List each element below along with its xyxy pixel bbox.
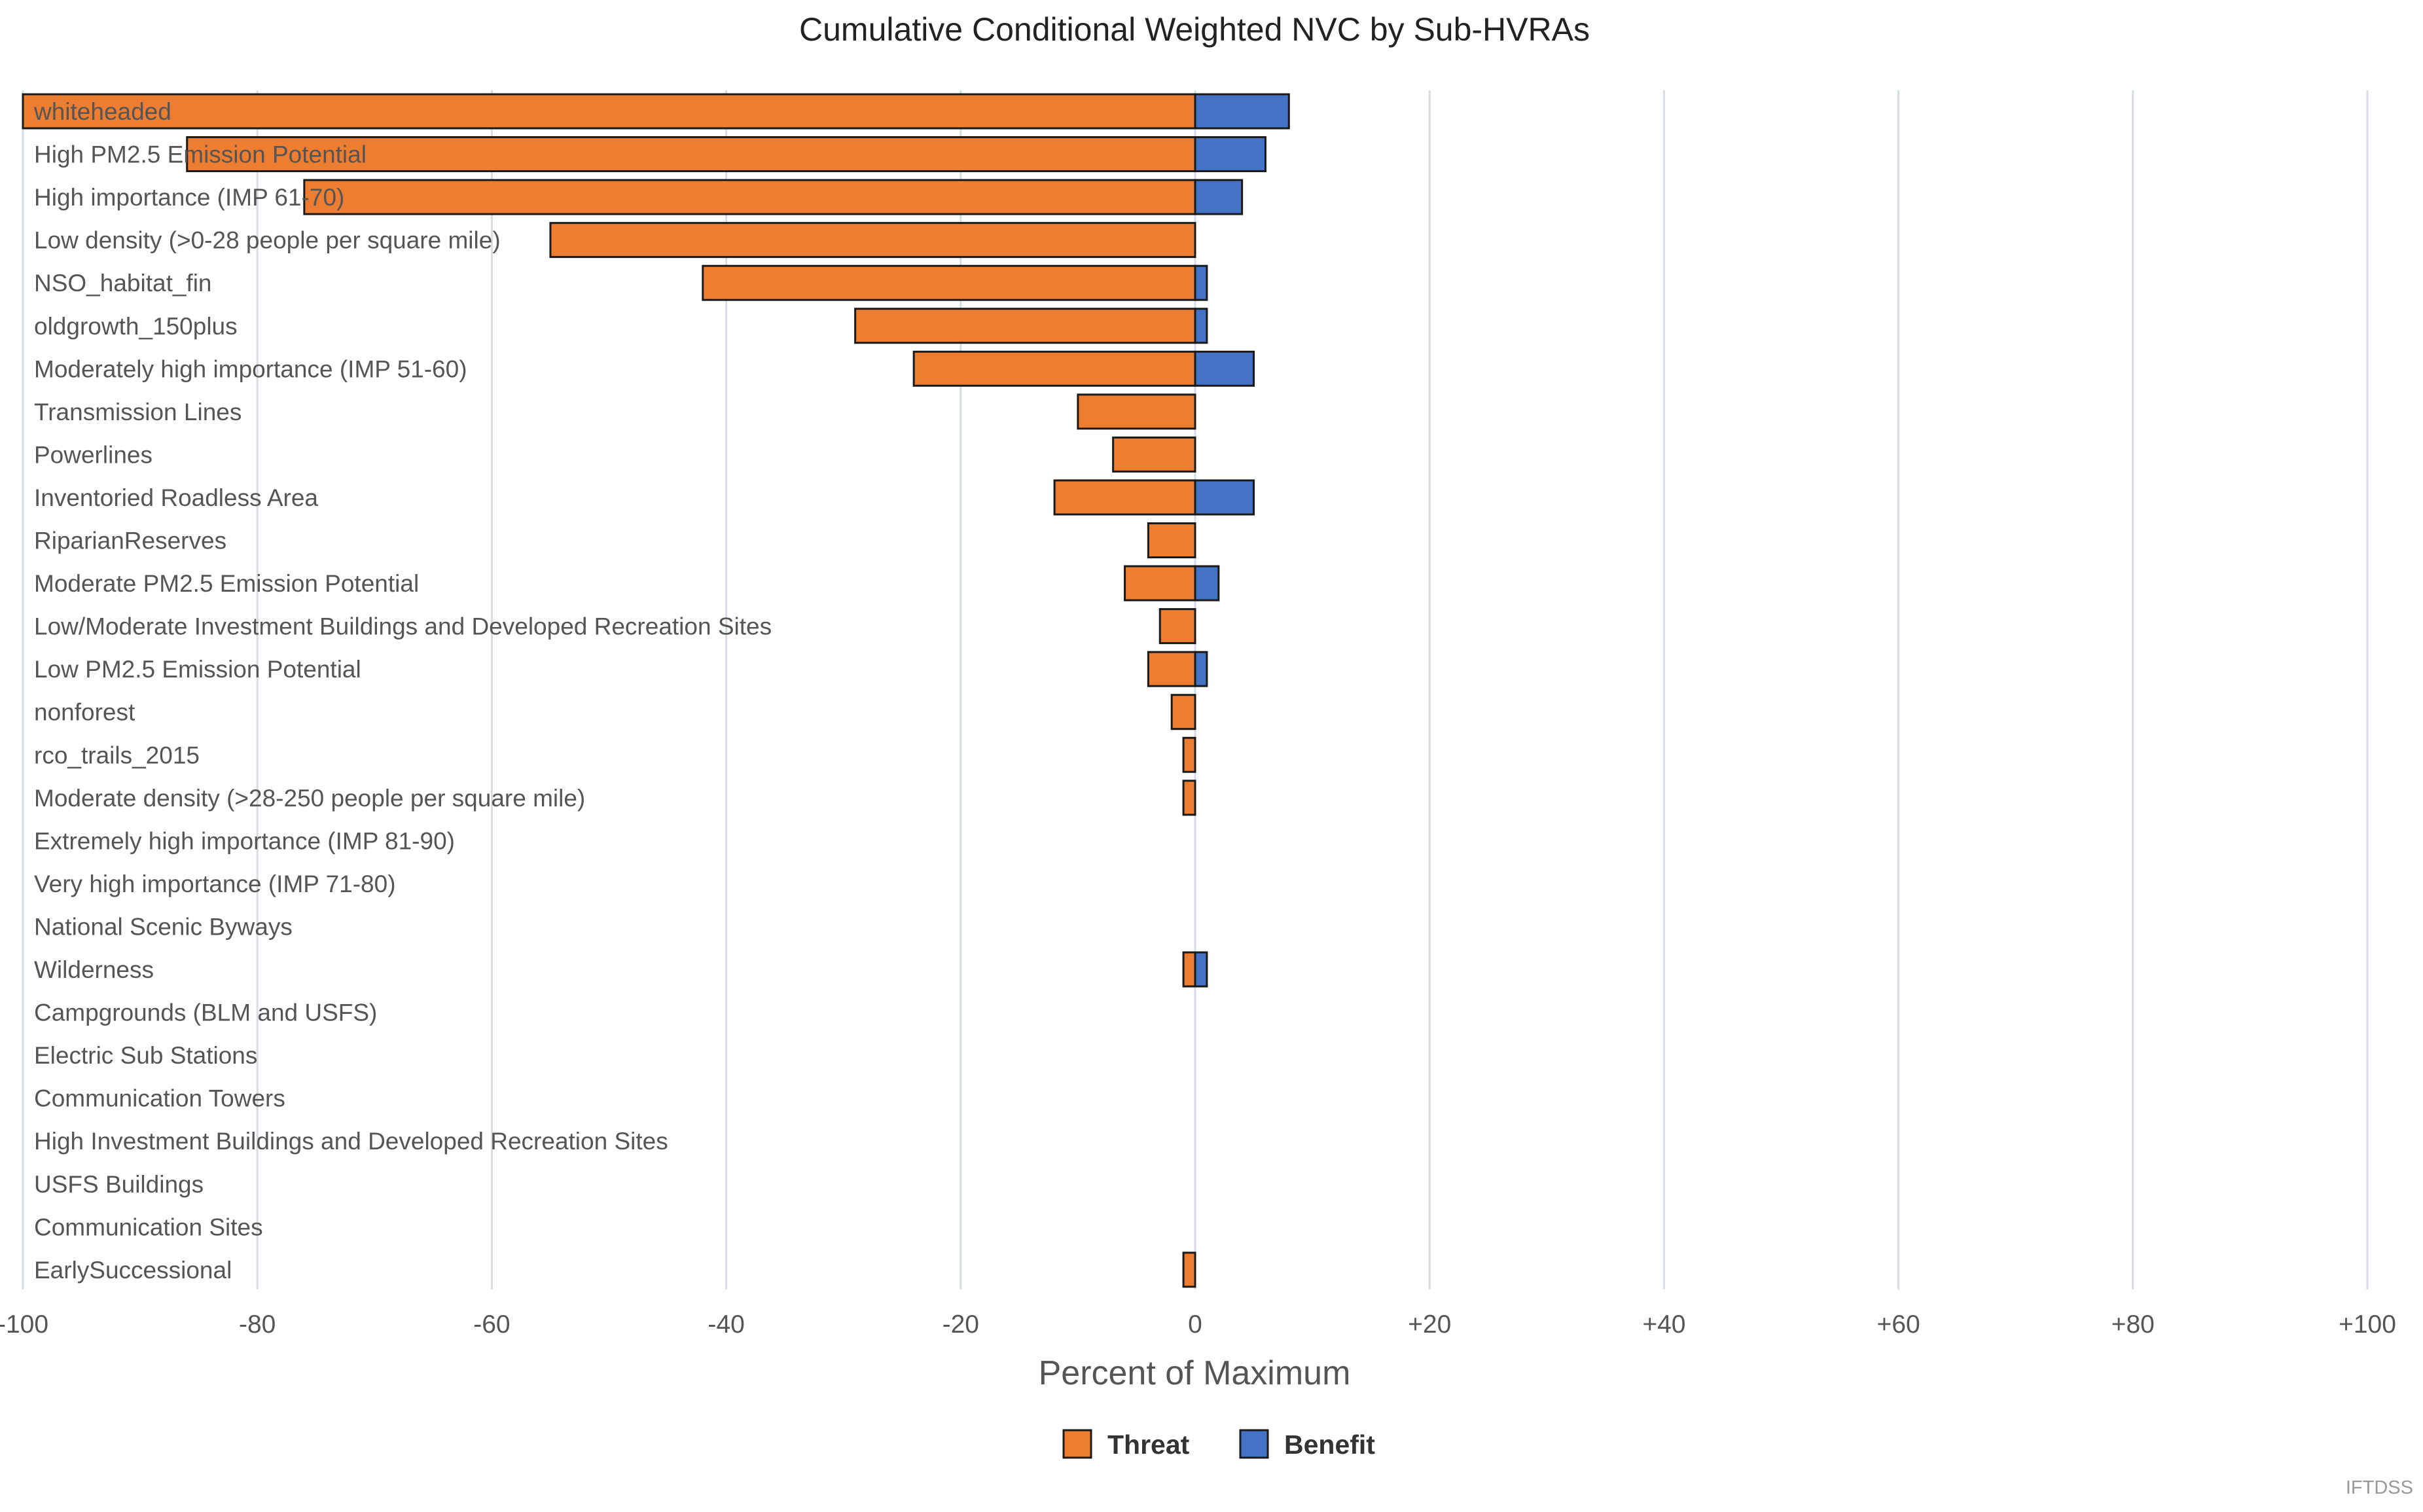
category-label-high-importance-imp-61-70: High importance (IMP 61-70) xyxy=(34,184,344,211)
category-label-communication-towers: Communication Towers xyxy=(34,1085,285,1112)
category-label-extremely-high-importance-imp-81-90: Extremely high importance (IMP 81-90) xyxy=(34,827,455,854)
category-label-moderate-density-28-250-people-per-square-mile: Moderate density (>28-250 people per squ… xyxy=(34,785,585,812)
category-label-moderately-high-importance-imp-51-60: Moderately high importance (IMP 51-60) xyxy=(34,355,467,382)
category-label-usfs-buildings: USFS Buildings xyxy=(34,1171,204,1198)
bar-threat-rco-trails-2015[interactable] xyxy=(1182,736,1196,773)
category-label-transmission-lines: Transmission Lines xyxy=(34,399,242,425)
x-tick-label: +60 xyxy=(1877,1310,1920,1339)
x-tick-label: +80 xyxy=(2111,1310,2155,1339)
bar-threat-oldgrowth-150plus[interactable] xyxy=(854,308,1196,344)
x-tick-label: -60 xyxy=(473,1310,510,1339)
legend-swatch-benefit xyxy=(1239,1429,1269,1459)
bar-benefit-whiteheaded[interactable] xyxy=(1194,93,1290,130)
category-label-electric-sub-stations: Electric Sub Stations xyxy=(34,1042,257,1069)
bar-benefit-high-importance-imp-61-70[interactable] xyxy=(1194,179,1244,215)
bar-threat-moderate-pm2-5-emission-potential[interactable] xyxy=(1124,565,1196,602)
bars xyxy=(22,93,1290,1288)
bar-threat-low-moderate-investment-buildings-and-developed-recreation-sites[interactable] xyxy=(1158,608,1196,645)
bar-benefit-wilderness[interactable] xyxy=(1194,951,1208,988)
bar-threat-moderately-high-importance-imp-51-60[interactable] xyxy=(912,350,1196,387)
x-tick-label: +20 xyxy=(1408,1310,1451,1339)
category-label-campgrounds-blm-and-usfs: Campgrounds (BLM and USFS) xyxy=(34,999,377,1026)
bar-threat-moderate-density-28-250-people-per-square-mile[interactable] xyxy=(1182,780,1196,816)
category-label-low-pm2-5-emission-potential: Low PM2.5 Emission Potential xyxy=(34,656,361,683)
category-label-earlysuccessional: EarlySuccessional xyxy=(34,1257,232,1284)
x-axis-ticks: -100 -80 -60 -40 -20 0 +20 +40 +60 +80 +100 xyxy=(0,1310,2396,1339)
legend-item-benefit[interactable]: Benefit xyxy=(1239,1429,1375,1460)
bar-benefit-high-pm2-5-emission-potential[interactable] xyxy=(1194,136,1266,173)
category-labels: whiteheaded High PM2.5 Emission Potential… xyxy=(33,98,772,1284)
category-label-high-investment-buildings-and-developed-recreation-sites: High Investment Buildings and Developed … xyxy=(34,1128,668,1155)
category-label-low-density-0-28-people-per-square-mile: Low density (>0-28 people per square mil… xyxy=(34,227,501,254)
category-label-wilderness: Wilderness xyxy=(34,956,154,983)
category-label-nonforest: nonforest xyxy=(34,699,135,726)
bar-threat-wilderness[interactable] xyxy=(1182,951,1196,988)
bar-threat-high-pm2-5-emission-potential[interactable] xyxy=(186,136,1196,173)
category-label-very-high-importance-imp-71-80: Very high importance (IMP 71-80) xyxy=(34,871,396,897)
legend-swatch-threat xyxy=(1062,1429,1092,1459)
bar-threat-whiteheaded[interactable] xyxy=(22,93,1196,130)
x-tick-label: -40 xyxy=(708,1310,744,1339)
bar-threat-nonforest[interactable] xyxy=(1170,694,1196,730)
category-label-rco-trails-2015: rco_trails_2015 xyxy=(34,742,200,768)
bar-threat-high-importance-imp-61-70[interactable] xyxy=(303,179,1196,215)
x-axis-title: Percent of Maximum xyxy=(1039,1354,1351,1392)
category-label-nso-habitat-fin: NSO_habitat_fin xyxy=(34,270,212,297)
category-label-moderate-pm2-5-emission-potential: Moderate PM2.5 Emission Potential xyxy=(34,570,419,597)
x-tick-label: +40 xyxy=(1642,1310,1685,1339)
x-tick-label: -80 xyxy=(239,1310,276,1339)
bar-threat-low-density-0-28-people-per-square-mile[interactable] xyxy=(549,222,1196,259)
bar-benefit-nso-habitat-fin[interactable] xyxy=(1194,264,1208,301)
bar-threat-earlysuccessional[interactable] xyxy=(1182,1251,1196,1288)
x-tick-label: -100 xyxy=(0,1310,48,1339)
x-tick-label: +100 xyxy=(2339,1310,2396,1339)
bar-threat-powerlines[interactable] xyxy=(1112,436,1196,473)
bar-threat-inventoried-roadless-area[interactable] xyxy=(1053,479,1196,516)
category-label-whiteheaded: whiteheaded xyxy=(33,98,171,125)
x-tick-label: -20 xyxy=(942,1310,979,1339)
bar-benefit-low-pm2-5-emission-potential[interactable] xyxy=(1194,651,1208,687)
bar-threat-riparianreserves[interactable] xyxy=(1147,522,1196,558)
credit-text: IFTDSS xyxy=(2346,1477,2413,1498)
category-label-riparianreserves: RiparianReserves xyxy=(34,528,226,554)
category-label-oldgrowth-150plus: oldgrowth_150plus xyxy=(34,313,238,340)
category-label-high-pm2-5-emission-potential: High PM2.5 Emission Potential xyxy=(34,141,367,168)
bar-threat-low-pm2-5-emission-potential[interactable] xyxy=(1147,651,1196,687)
legend[interactable]: Threat Benefit xyxy=(1062,1429,1375,1460)
category-label-powerlines: Powerlines xyxy=(34,441,153,468)
legend-item-threat[interactable]: Threat xyxy=(1062,1429,1190,1460)
bar-threat-transmission-lines[interactable] xyxy=(1077,393,1196,430)
bar-benefit-moderately-high-importance-imp-51-60[interactable] xyxy=(1194,350,1255,387)
bar-threat-nso-habitat-fin[interactable] xyxy=(702,264,1196,301)
x-tick-label: 0 xyxy=(1188,1310,1202,1339)
category-label-low-moderate-investment-buildings-and-developed-recreation-sites: Low/Moderate Investment Buildings and De… xyxy=(34,613,772,640)
category-label-national-scenic-byways: National Scenic Byways xyxy=(34,913,293,940)
chart-title: Cumulative Conditional Weighted NVC by S… xyxy=(799,11,1590,48)
bar-benefit-inventoried-roadless-area[interactable] xyxy=(1194,479,1255,516)
legend-label-benefit: Benefit xyxy=(1284,1430,1375,1460)
legend-label-threat: Threat xyxy=(1107,1430,1190,1460)
category-label-communication-sites: Communication Sites xyxy=(34,1214,263,1240)
bar-benefit-oldgrowth-150plus[interactable] xyxy=(1194,308,1208,344)
bar-benefit-moderate-pm2-5-emission-potential[interactable] xyxy=(1194,565,1220,602)
category-label-inventoried-roadless-area: Inventoried Roadless Area xyxy=(34,484,318,511)
